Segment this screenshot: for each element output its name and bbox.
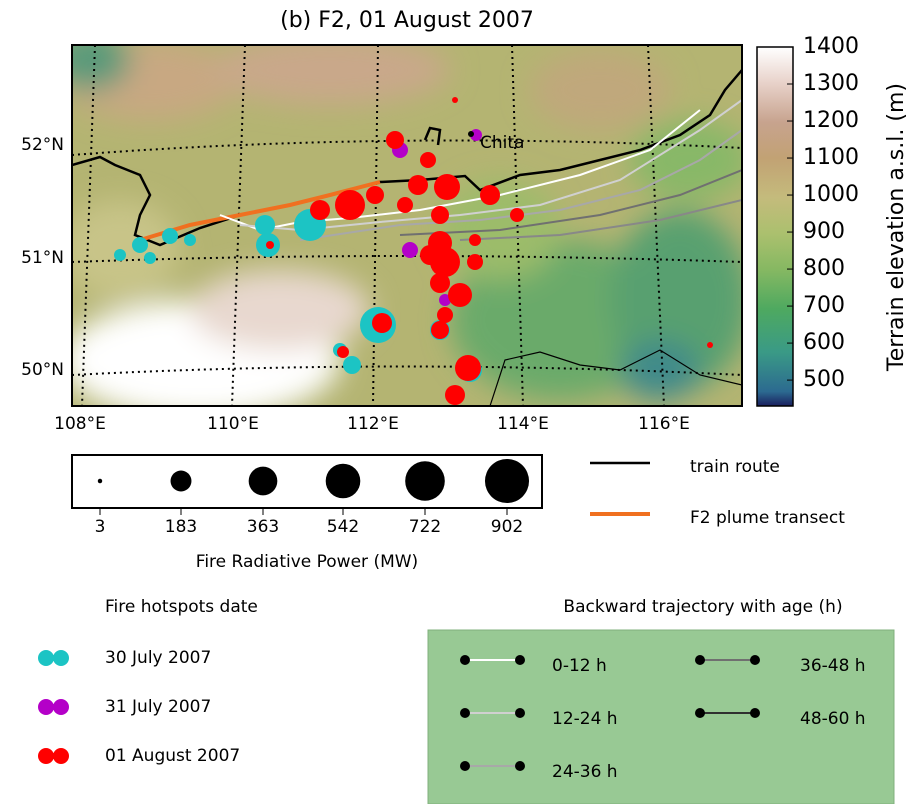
hotspot: [431, 321, 449, 339]
frp-value-label: 183: [165, 517, 197, 537]
hotspot: [114, 249, 126, 261]
frp-legend-box: [72, 455, 542, 508]
hotspot: [144, 252, 156, 264]
city-label: Chita: [480, 133, 524, 153]
hotspot-swatch: [53, 699, 69, 715]
hotspot-legend-label: 01 August 2007: [105, 746, 240, 766]
colorbar-tick-label: 700: [803, 293, 845, 318]
hotspot: [707, 342, 713, 348]
hotspot: [372, 313, 392, 333]
colorbar-tick-label: 1000: [803, 182, 859, 207]
figure: (b) F2, 01 August 2007: [0, 0, 914, 804]
frp-value-label: 722: [409, 517, 441, 537]
lon-label: 108°E: [54, 414, 106, 434]
hotspot: [397, 197, 413, 213]
hotspot: [469, 234, 481, 246]
hotspot: [184, 234, 196, 246]
frp-size-marker: [326, 464, 361, 499]
frp-size-marker: [98, 479, 102, 483]
title: (b) F2, 01 August 2007: [280, 8, 534, 33]
colorbar-tick-label: 600: [803, 330, 845, 355]
hotspot-legend-title: Fire hotspots date: [105, 597, 258, 617]
trajectory-swatch-dot: [750, 655, 760, 665]
colorbar-tick-label: 1300: [803, 71, 859, 96]
frp-size-marker: [405, 461, 445, 501]
hotspot: [343, 356, 361, 374]
trajectory-swatch-dot: [695, 708, 705, 718]
hotspot: [467, 254, 483, 270]
colorbar-tick-label: 500: [803, 367, 845, 392]
hotspot: [445, 385, 465, 405]
hotspot-swatch: [38, 748, 54, 764]
frp-size-marker: [171, 471, 192, 492]
hotspot-swatch: [53, 650, 69, 666]
frp-value-label: 363: [247, 517, 279, 537]
frp-value-label: 3: [95, 517, 106, 537]
colorbar-tick-label: 1200: [803, 108, 859, 133]
hotspot-legend-label: 31 July 2007: [105, 697, 211, 717]
hotspot: [480, 185, 500, 205]
frp-value-label: 902: [491, 517, 523, 537]
trajectory-legend-label: 0-12 h: [552, 656, 607, 676]
frp-size-marker: [249, 467, 278, 496]
hotspot-swatch: [38, 650, 54, 666]
hotspot-swatch: [38, 699, 54, 715]
trajectory-swatch-dot: [695, 655, 705, 665]
colorbar-label: Terrain elevation a.s.l. (m): [884, 83, 909, 372]
lat-label: 51°N: [21, 248, 64, 268]
lon-label: 116°E: [638, 414, 690, 434]
line-legend-label: F2 plume transect: [690, 508, 845, 528]
hotspot: [266, 241, 274, 249]
frp-size-marker: [485, 459, 529, 503]
trajectory-swatch-dot: [515, 761, 525, 771]
trajectory-swatch-dot: [460, 761, 470, 771]
hotspot: [162, 228, 178, 244]
hotspot: [434, 174, 460, 200]
hotspot: [310, 200, 330, 220]
hotspot: [420, 152, 436, 168]
frp-value-label: 542: [327, 517, 359, 537]
trajectory-legend-label: 48-60 h: [800, 709, 866, 729]
hotspot-legend-label: 30 July 2007: [105, 648, 211, 668]
trajectory-swatch-dot: [460, 655, 470, 665]
hotspot: [255, 215, 275, 235]
trajectory-legend-label: 36-48 h: [800, 656, 866, 676]
lon-label: 112°E: [347, 414, 399, 434]
hotspot: [386, 131, 404, 149]
colorbar-tick-label: 800: [803, 256, 845, 281]
line-legend-label: train route: [690, 457, 780, 477]
hotspot: [366, 186, 384, 204]
hotspot: [408, 175, 428, 195]
hotspot: [437, 307, 453, 323]
hotspot: [337, 346, 349, 358]
frp-legend-title: Fire Radiative Power (MW): [196, 552, 418, 572]
colorbar-tick-label: 900: [803, 219, 845, 244]
hotspot: [430, 273, 450, 293]
map: [50, 30, 750, 420]
trajectory-legend-label: 24-36 h: [552, 762, 618, 782]
hotspot: [402, 242, 418, 258]
trajectory-legend-label: 12-24 h: [552, 709, 618, 729]
lat-label: 52°N: [21, 135, 64, 155]
hotspot: [431, 206, 449, 224]
colorbar-tick-label: 1100: [803, 145, 859, 170]
hotspot: [452, 97, 458, 103]
hotspot-swatch: [53, 748, 69, 764]
trajectory-legend-title: Backward trajectory with age (h): [563, 597, 842, 617]
trajectory-swatch-dot: [750, 708, 760, 718]
hotspot: [448, 283, 472, 307]
trajectory-swatch-dot: [460, 708, 470, 718]
hotspot: [510, 208, 524, 222]
trajectory-swatch-dot: [515, 708, 525, 718]
colorbar: [757, 47, 793, 406]
colorbar-tick-label: 1400: [803, 34, 859, 59]
trajectory-swatch-dot: [515, 655, 525, 665]
lat-label: 50°N: [21, 360, 64, 380]
hotspot: [455, 355, 481, 381]
hotspot: [335, 190, 365, 220]
lon-label: 110°E: [207, 414, 259, 434]
lon-label: 114°E: [497, 414, 549, 434]
hotspot: [132, 237, 148, 253]
hotspot: [430, 247, 460, 277]
